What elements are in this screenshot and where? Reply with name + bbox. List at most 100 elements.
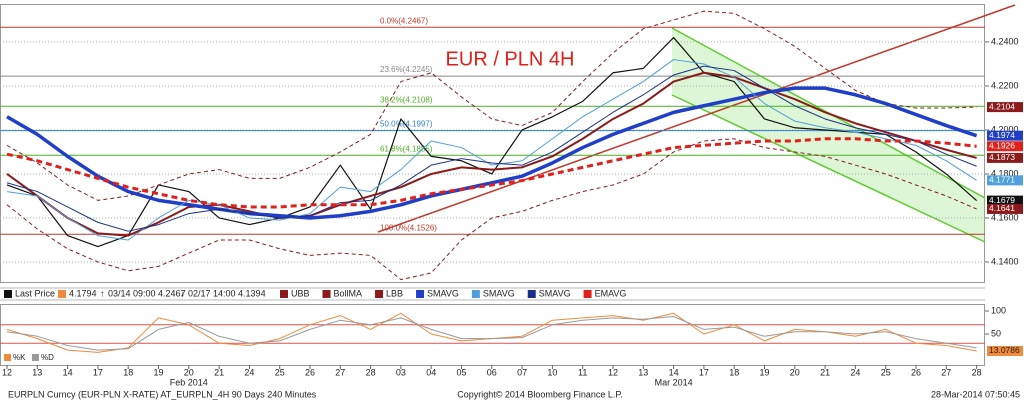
end-value-box bbox=[987, 141, 1023, 152]
legend-swatch bbox=[416, 290, 425, 298]
end-value-label: 13.0786 bbox=[989, 345, 1020, 355]
x-tick-label: 12 bbox=[2, 367, 12, 377]
legend-high: 03/14 09:00 4.2467 bbox=[108, 288, 186, 298]
x-tick-label: 28 bbox=[972, 367, 982, 377]
end-value-label: 4.1679 bbox=[989, 195, 1015, 205]
series-line bbox=[6, 65, 977, 232]
end-value-box bbox=[987, 175, 1023, 186]
legend-label: BollMA bbox=[334, 288, 363, 298]
series-line bbox=[6, 137, 977, 209]
x-tick-label: 11 bbox=[578, 367, 587, 377]
fib-label: 61.8%(4.1885) bbox=[380, 144, 433, 153]
x-tick-label: 04 bbox=[426, 367, 436, 377]
x-tick-label: 07 bbox=[517, 367, 527, 377]
y-tick-label: 4.1400 bbox=[991, 256, 1019, 266]
legend-swatch bbox=[4, 354, 11, 361]
series-line bbox=[6, 138, 977, 281]
y-tick-label: 4.2000 bbox=[991, 124, 1019, 134]
y-tick-label: 4.1800 bbox=[991, 168, 1019, 178]
x-tick-label: 26 bbox=[911, 367, 921, 377]
x-tick-label: 25 bbox=[275, 367, 285, 377]
y-tick-label: 4.2200 bbox=[991, 80, 1019, 90]
legend-label: LBB bbox=[386, 288, 403, 298]
x-tick-label: 19 bbox=[759, 367, 769, 377]
legend-swatch bbox=[322, 290, 331, 298]
x-tick-label: 20 bbox=[790, 367, 800, 377]
series-line bbox=[6, 316, 977, 351]
end-value-label: 4.1641 bbox=[989, 203, 1015, 213]
y-tick-label: 4.1600 bbox=[991, 212, 1019, 222]
x-tick-label: 13 bbox=[638, 367, 648, 377]
legend-label: %K bbox=[13, 353, 26, 362]
end-value-label: 4.1926 bbox=[989, 141, 1015, 151]
fib-label: 50.0%(4.1997) bbox=[380, 120, 433, 129]
y-tick-label: 100 bbox=[991, 305, 1006, 315]
x-tick-label: 19 bbox=[153, 367, 163, 377]
fib-label: 23.6%(4.2245) bbox=[380, 65, 433, 74]
legend-swatch bbox=[527, 290, 536, 298]
legend-label: SMAVG bbox=[483, 288, 515, 298]
end-value-box bbox=[987, 102, 1023, 113]
end-value-label: 4.1974 bbox=[989, 130, 1015, 140]
legend-last: 4.1794 bbox=[69, 288, 97, 298]
legend-label: %D bbox=[41, 353, 54, 362]
y-tick-label: 50 bbox=[991, 328, 1001, 338]
x-tick-label: 05 bbox=[456, 367, 466, 377]
legend-swatch bbox=[280, 290, 288, 298]
x-tick-label: 14 bbox=[669, 367, 679, 377]
end-value-label: 4.1771 bbox=[989, 175, 1015, 185]
x-tick-label: 06 bbox=[487, 367, 497, 377]
x-tick-label: 27 bbox=[941, 367, 951, 377]
stoch-frame bbox=[0, 304, 985, 366]
legend-swatch bbox=[583, 290, 592, 298]
x-tick-label: 21 bbox=[820, 367, 830, 377]
x-tick-label: 12 bbox=[608, 367, 618, 377]
month-label: Mar 2014 bbox=[655, 377, 693, 387]
legend-swatch bbox=[32, 354, 39, 361]
trend-channel bbox=[672, 28, 985, 242]
x-tick-label: 21 bbox=[214, 367, 224, 377]
x-tick-label: 28 bbox=[366, 367, 376, 377]
y-tick-label: 4.2400 bbox=[991, 36, 1019, 46]
plot-layer: 4.1400 4.1600 4.1800 4.2000 4.2200 4.2400 0.0%… bbox=[0, 10, 1023, 387]
x-tick-label: 10 bbox=[547, 367, 557, 377]
legend-icon: ↓ bbox=[180, 288, 185, 298]
x-tick-label: 17 bbox=[93, 367, 103, 377]
x-tick-label: 18 bbox=[729, 367, 739, 377]
main-frame bbox=[0, 4, 985, 283]
fib-label: 38.2%(4.2108) bbox=[380, 95, 433, 104]
footer-center: Copyright© 2014 Bloomberg Finance L.P. bbox=[457, 389, 623, 399]
x-tick-label: 03 bbox=[396, 367, 406, 377]
legend-swatch bbox=[58, 290, 66, 298]
legend-swatch bbox=[375, 290, 384, 298]
series-line bbox=[6, 59, 977, 241]
end-value-box bbox=[987, 203, 1023, 214]
fib-label: 100.0%(4.1526) bbox=[380, 223, 437, 232]
series-line bbox=[6, 10, 977, 201]
x-tick-label: 24 bbox=[850, 367, 860, 377]
chart-title: EUR / PLN 4H bbox=[446, 48, 575, 70]
series-line bbox=[6, 36, 977, 248]
end-value-box bbox=[987, 130, 1023, 141]
legend-label: SMAVG bbox=[427, 288, 459, 298]
x-tick-label: 20 bbox=[184, 367, 194, 377]
footer-left: EURPLN Curncy (EUR-PLN X-RATE) AT_EURPLN… bbox=[8, 389, 317, 399]
x-tick-label: 24 bbox=[244, 367, 254, 377]
end-value-box bbox=[987, 345, 1023, 356]
fib-label: 0.0%(4.2467) bbox=[380, 16, 428, 25]
end-value-label: 4.2104 bbox=[989, 101, 1015, 111]
channel-lower bbox=[671, 94, 986, 243]
legend-label: Last Price bbox=[15, 288, 55, 298]
x-tick-label: 26 bbox=[305, 367, 315, 377]
month-label: Feb 2014 bbox=[170, 377, 208, 387]
footer-right: 28-Mar-2014 07:50:45 bbox=[931, 389, 1020, 399]
x-tick-label: 27 bbox=[335, 367, 345, 377]
series-line bbox=[6, 86, 978, 220]
legend-swatch bbox=[471, 290, 480, 298]
legend-label: EMAVG bbox=[595, 288, 627, 298]
legend-swatch bbox=[4, 290, 12, 298]
x-tick-label: 25 bbox=[881, 367, 891, 377]
x-tick-label: 14 bbox=[63, 367, 73, 377]
